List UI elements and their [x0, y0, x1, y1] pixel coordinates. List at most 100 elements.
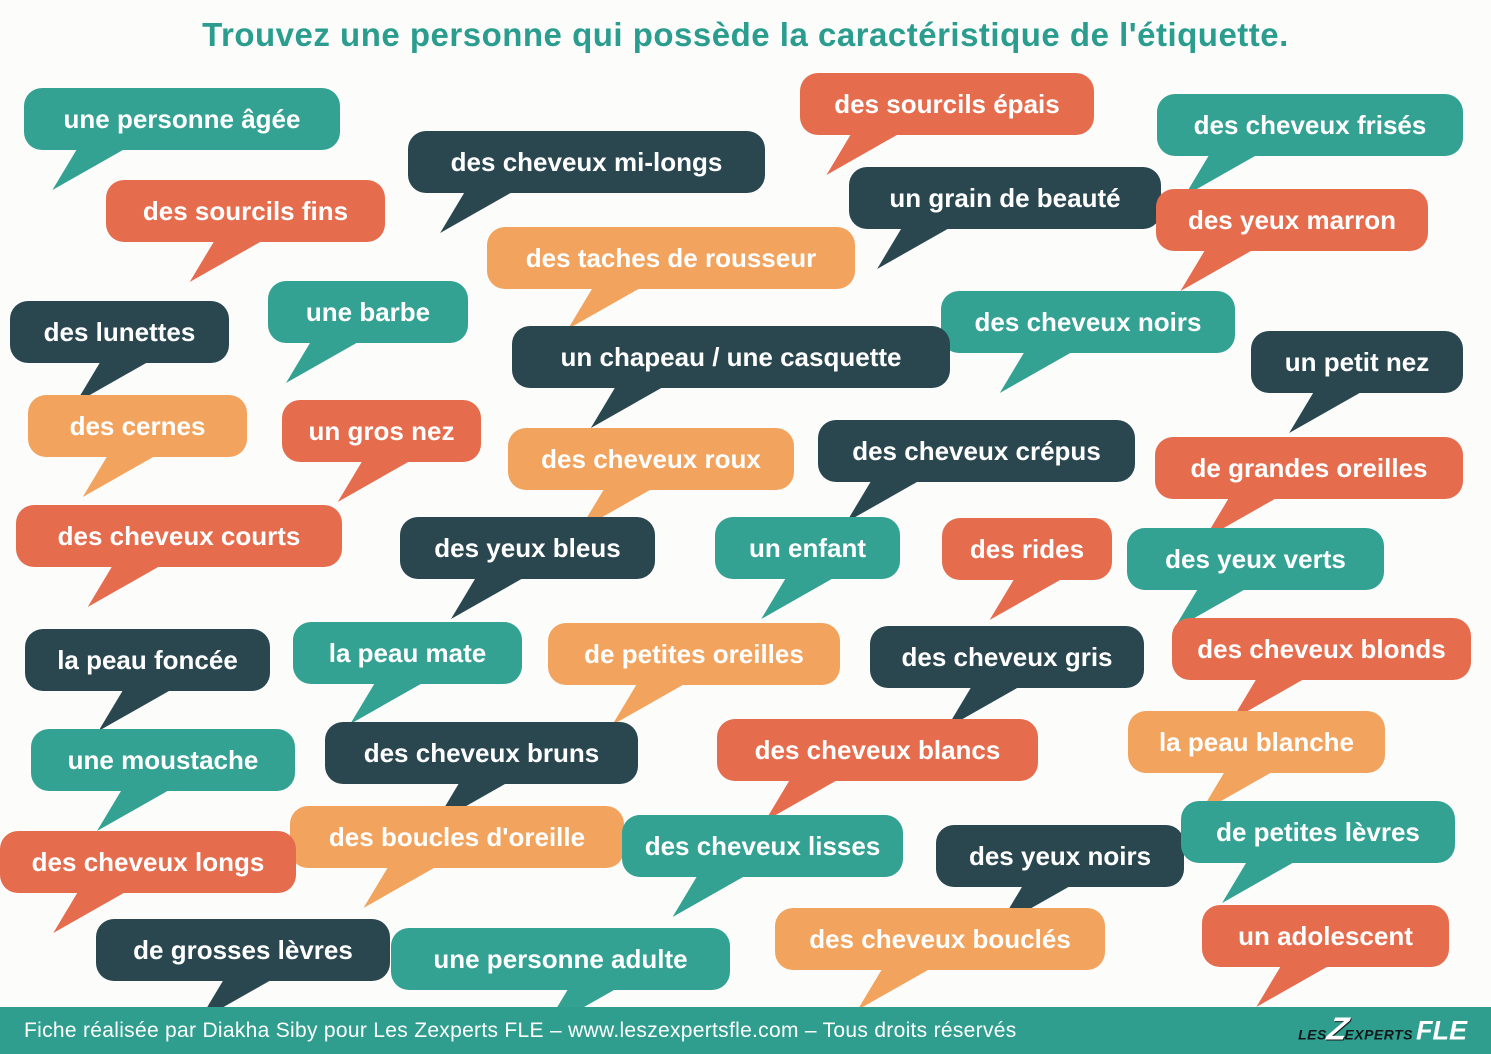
speech-bubble: des cheveux lisses: [622, 815, 903, 917]
speech-bubble: des cheveux bouclés: [775, 908, 1105, 1010]
speech-bubble: des taches de rousseur: [487, 227, 855, 329]
bubble-label: la peau mate: [328, 637, 487, 668]
speech-bubble: des yeux bleus: [400, 517, 655, 619]
speech-bubble: un enfant: [715, 517, 900, 619]
bubble-label: des cheveux roux: [541, 443, 761, 474]
logo-les-text: LES: [1298, 1026, 1327, 1042]
speech-bubble: des rides: [942, 518, 1112, 620]
bubble-label: des taches de rousseur: [525, 242, 817, 273]
bubble-label: des cernes: [69, 410, 206, 441]
bubble-label: une barbe: [305, 296, 431, 327]
bubble-label: des yeux noirs: [968, 840, 1152, 871]
speech-bubble: un grain de beauté: [849, 167, 1161, 269]
bubble-label: des cheveux blancs: [754, 734, 1001, 765]
speech-bubble: des yeux verts: [1127, 528, 1384, 630]
speech-bubble-tail: [98, 689, 173, 731]
speech-bubble: la peau blanche: [1128, 711, 1385, 813]
speech-bubble: des sourcils fins: [106, 180, 385, 282]
bubble-label: des cheveux bouclés: [809, 923, 1071, 954]
bubble-label: un adolescent: [1238, 920, 1413, 951]
bubble-label: des sourcils fins: [142, 195, 349, 226]
speech-bubble: une personne adulte: [391, 928, 730, 1030]
speech-bubble: des cheveux roux: [508, 428, 794, 530]
bubble-label: un petit nez: [1284, 346, 1430, 377]
footer-credit: Fiche réalisée par Diakha Siby pour Les …: [24, 1018, 1017, 1042]
logo-fle-text: FLE: [1416, 1015, 1467, 1045]
bubble-label: des cheveux courts: [57, 520, 301, 551]
speech-bubble: des cheveux blonds: [1172, 618, 1471, 720]
bubble-label: des cheveux gris: [901, 641, 1113, 672]
bubble-label: des cheveux bruns: [363, 737, 600, 768]
speech-bubble: la peau foncée: [25, 629, 270, 731]
speech-bubble: de petites oreilles: [548, 623, 840, 725]
speech-bubble-tail: [363, 866, 438, 908]
bubble-label: une personne âgée: [63, 103, 301, 134]
speech-bubble-tail: [999, 351, 1074, 393]
speech-bubble: une moustache: [31, 729, 295, 831]
bubble-label: des cheveux noirs: [974, 306, 1202, 337]
speech-bubble: de grandes oreilles: [1155, 437, 1463, 539]
logo-experts-text: EXPERTS: [1344, 1026, 1413, 1042]
speech-bubble-tail: [567, 287, 642, 329]
speech-bubble-tail: [612, 683, 687, 725]
bubble-label: des lunettes: [43, 316, 196, 347]
speech-bubble-tail: [189, 240, 264, 282]
speech-bubble: de petites lèvres: [1181, 801, 1455, 903]
speech-bubble-tail: [451, 577, 525, 619]
speech-bubble-tail: [1180, 249, 1255, 291]
speech-bubble: des cernes: [28, 395, 247, 497]
speech-bubble-tail: [350, 682, 425, 724]
speech-bubble-tail: [82, 455, 157, 497]
bubble-label: des cheveux lisses: [644, 830, 881, 861]
speech-bubble-tail: [1289, 391, 1364, 433]
bubble-label: de petites oreilles: [584, 638, 804, 669]
bubble-label: des cheveux longs: [31, 846, 265, 877]
speech-bubble: une personne âgée: [24, 88, 340, 190]
speech-bubble: des cheveux crépus: [818, 420, 1135, 522]
bubble-label: de petites lèvres: [1216, 816, 1420, 847]
speech-bubble: des cheveux bruns: [325, 722, 638, 824]
speech-bubble-tail: [857, 968, 932, 1010]
speech-bubble-tail: [97, 789, 171, 831]
bubble-label: une personne adulte: [433, 943, 688, 974]
bubble-label: un grain de beauté: [889, 182, 1121, 213]
speech-bubble: de grosses lèvres: [96, 919, 390, 1021]
bubble-label: un enfant: [749, 532, 866, 563]
speech-bubble-tail: [1222, 861, 1297, 903]
speech-bubble-tail: [286, 341, 360, 383]
speech-bubble: des boucles d'oreille: [290, 806, 624, 908]
speech-bubble: un adolescent: [1202, 905, 1449, 1007]
bubble-label: des yeux verts: [1165, 543, 1346, 574]
bubble-label: la peau blanche: [1158, 726, 1355, 757]
bubble-label: une moustache: [67, 744, 259, 775]
speech-bubble: un chapeau / une casquette: [512, 326, 950, 428]
speech-bubble: des yeux marron: [1156, 189, 1428, 291]
speech-bubble-tail: [761, 577, 836, 619]
bubble-label: des rides: [969, 533, 1085, 564]
bubble-label: la peau foncée: [57, 644, 238, 675]
speech-bubble: un petit nez: [1251, 331, 1463, 433]
speech-bubble-tail: [672, 875, 747, 917]
bubble-label: des cheveux crépus: [852, 435, 1101, 466]
speech-bubble: des cheveux noirs: [941, 291, 1235, 393]
speech-bubble: des cheveux gris: [870, 626, 1144, 728]
bubble-label: des cheveux blonds: [1197, 633, 1446, 664]
speech-bubble-tail: [590, 386, 665, 428]
speech-bubble: des lunettes: [10, 301, 229, 403]
bubble-label: des yeux bleus: [434, 532, 621, 563]
speech-bubble-tail: [337, 460, 412, 502]
footer-bar: Fiche réalisée par Diakha Siby pour Les …: [0, 1007, 1491, 1054]
speech-bubble: des yeux noirs: [936, 825, 1184, 927]
speech-bubble-tail: [877, 227, 952, 269]
bubble-label: de grosses lèvres: [133, 934, 353, 965]
bubble-label: des boucles d'oreille: [328, 821, 586, 852]
bubble-label: des yeux marron: [1187, 204, 1397, 235]
speech-bubble: un gros nez: [282, 400, 481, 502]
speech-bubble: des cheveux frisés: [1157, 94, 1463, 196]
les-zexperts-fle-logo: LES Z EXPERTS FLE: [1298, 1010, 1467, 1046]
speech-bubble-tail: [1256, 965, 1331, 1007]
bubble-label: des cheveux frisés: [1193, 109, 1427, 140]
bubble-label: des sourcils épais: [834, 88, 1060, 119]
speech-bubble: des cheveux mi-longs: [408, 131, 765, 233]
